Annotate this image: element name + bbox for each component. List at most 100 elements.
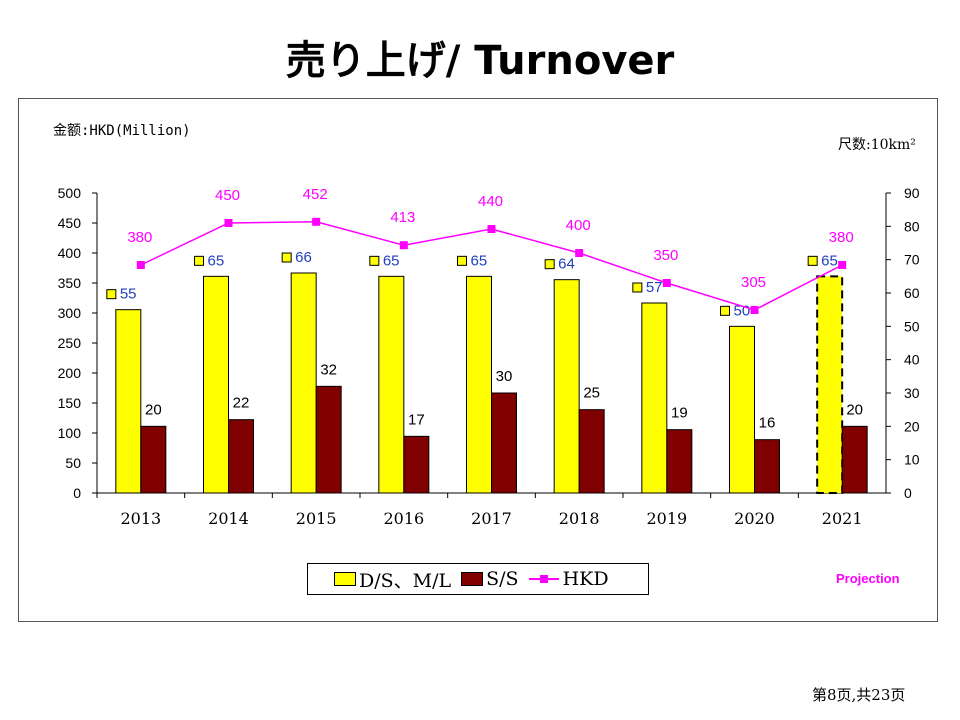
bar-ds-ml-2019: [641, 302, 668, 494]
bar-ss-2014: [228, 419, 254, 494]
right-axis-tick-label: 90: [904, 185, 920, 201]
left-axis-tick-label: 300: [58, 305, 82, 321]
bar-ds-ml-2014: [203, 275, 229, 494]
bar-ss-data-label: 16: [759, 415, 776, 432]
bar-ds-ml-label-marker: [457, 255, 467, 266]
hkd-point-2021: [838, 261, 847, 269]
bar-ds-ml-2020: [729, 325, 755, 494]
x-axis-tick-label: 2020: [734, 509, 775, 528]
right-axis-tick-label: 60: [904, 285, 920, 301]
right-axis-tick-label: 70: [904, 252, 920, 268]
bar-ds-ml-label-marker: [544, 259, 555, 270]
right-axis-unit: 尺数:10km²: [838, 137, 916, 153]
left-axis-tick-label: 150: [58, 395, 82, 411]
line-marker-icon: [528, 573, 559, 585]
bar-ss-data-label: 30: [496, 368, 513, 385]
hkd-point-2016: [399, 241, 408, 250]
bar-ds-ml-label-marker: [281, 252, 292, 263]
bar-ds-ml-data-label: 65: [383, 252, 400, 269]
bar-ss-data-label: 17: [408, 411, 425, 428]
bar-ds-ml-2013: [115, 309, 142, 494]
bar-ds-ml-label-marker: [720, 305, 730, 316]
bar-ds-ml-2015: [290, 272, 317, 494]
x-axis-tick-label: 2015: [296, 509, 337, 528]
hkd-data-label: 380: [127, 229, 152, 246]
bar-ds-ml-data-label: 65: [821, 252, 838, 269]
bar-ss-2013: [140, 425, 167, 494]
legend-item-hkd: HKD: [528, 568, 609, 590]
left-axis-tick-label: 350: [58, 275, 82, 291]
bar-ds-ml-label-marker: [369, 255, 380, 266]
legend-label-ss: S/S: [486, 568, 519, 590]
hkd-point-2017: [487, 225, 496, 233]
hkd-point-2013: [136, 261, 145, 269]
projection-label: Projection: [836, 571, 900, 586]
yellow-swatch-icon: [334, 572, 356, 586]
legend-label-ds-ml: D/S、M/L: [359, 569, 452, 592]
x-axis-tick-label: 2016: [383, 509, 424, 528]
left-axis-tick-label: 250: [58, 335, 82, 351]
hkd-point-2018: [575, 249, 584, 257]
x-axis-tick-label: 2021: [822, 509, 863, 528]
legend-label-hkd: HKD: [562, 568, 609, 590]
bar-ds-ml-2016: [378, 275, 405, 494]
bar-ds-ml-2017: [466, 275, 492, 494]
bar-ss-data-label: 19: [671, 405, 688, 422]
page-title: 売り上げ/ Turnover: [285, 38, 675, 84]
left-axis-tick-label: 200: [58, 365, 82, 381]
bar-ds-ml-label-marker: [194, 255, 204, 266]
bar-ds-ml-data-label: 50: [734, 302, 751, 319]
chart-legend: D/S、M/L S/S HKD: [307, 563, 649, 595]
chart-frame: [18, 98, 938, 622]
bar-ss-2016: [403, 435, 430, 494]
bar-ds-ml-label-marker: [632, 282, 643, 293]
x-axis-tick-label: 2019: [646, 509, 687, 528]
bar-ds-ml-label-marker: [106, 289, 117, 300]
bar-ss-data-label: 22: [233, 395, 250, 412]
right-axis-tick-label: 20: [904, 418, 920, 434]
bar-ds-ml-data-label: 64: [558, 256, 575, 273]
right-axis-tick-label: 0: [904, 485, 912, 501]
bar-ds-ml-data-label: 65: [471, 252, 488, 269]
bar-ds-ml-data-label: 66: [295, 249, 312, 266]
legend-item-ds-ml: D/S、M/L: [334, 566, 451, 593]
page-number: 第8页,共23页: [812, 686, 906, 704]
right-axis-tick-label: 80: [904, 218, 920, 234]
right-axis-tick-label: 40: [904, 352, 920, 368]
right-axis-tick-label: 50: [904, 318, 920, 334]
maroon-swatch-icon: [461, 572, 484, 586]
bar-ss-2015: [315, 385, 342, 494]
hkd-data-label: 452: [303, 186, 328, 203]
right-axis-tick-label: 30: [904, 385, 920, 401]
x-axis-tick-label: 2013: [120, 509, 161, 528]
left-axis-tick-label: 400: [58, 245, 82, 261]
hkd-point-2020: [750, 306, 759, 314]
left-axis-tick-label: 50: [65, 455, 81, 471]
left-axis-unit: 金额:HKD(Million): [53, 123, 191, 139]
x-axis-tick-label: 2018: [559, 509, 600, 528]
bar-ss-2019: [666, 429, 693, 494]
bar-ss-data-label: 32: [320, 361, 337, 378]
hkd-data-label: 350: [653, 247, 678, 264]
bar-ds-ml-2018: [553, 279, 580, 494]
hkd-data-label: 413: [390, 209, 415, 226]
left-axis-tick-label: 100: [58, 425, 82, 441]
bar-ds-ml-data-label: 55: [120, 286, 137, 303]
x-axis-tick-label: 2014: [208, 509, 249, 528]
bar-ss-2020: [754, 439, 780, 494]
hkd-data-label: 380: [829, 229, 854, 246]
left-axis-tick-label: 450: [58, 215, 82, 231]
bar-ss-data-label: 20: [145, 401, 162, 418]
bar-ds-ml-data-label: 65: [208, 252, 225, 269]
x-axis-tick-label: 2017: [471, 509, 512, 528]
bar-ds-ml-label-marker: [807, 255, 818, 266]
bar-ss-2021: [841, 425, 868, 494]
bar-ss-data-label: 25: [583, 385, 600, 402]
hkd-data-label: 305: [741, 274, 766, 291]
bar-ds-ml-2021: [816, 275, 844, 495]
bar-ss-2017: [491, 392, 517, 494]
hkd-data-label: 440: [478, 193, 503, 210]
hkd-point-2019: [662, 279, 671, 287]
hkd-data-label: 400: [566, 217, 591, 234]
